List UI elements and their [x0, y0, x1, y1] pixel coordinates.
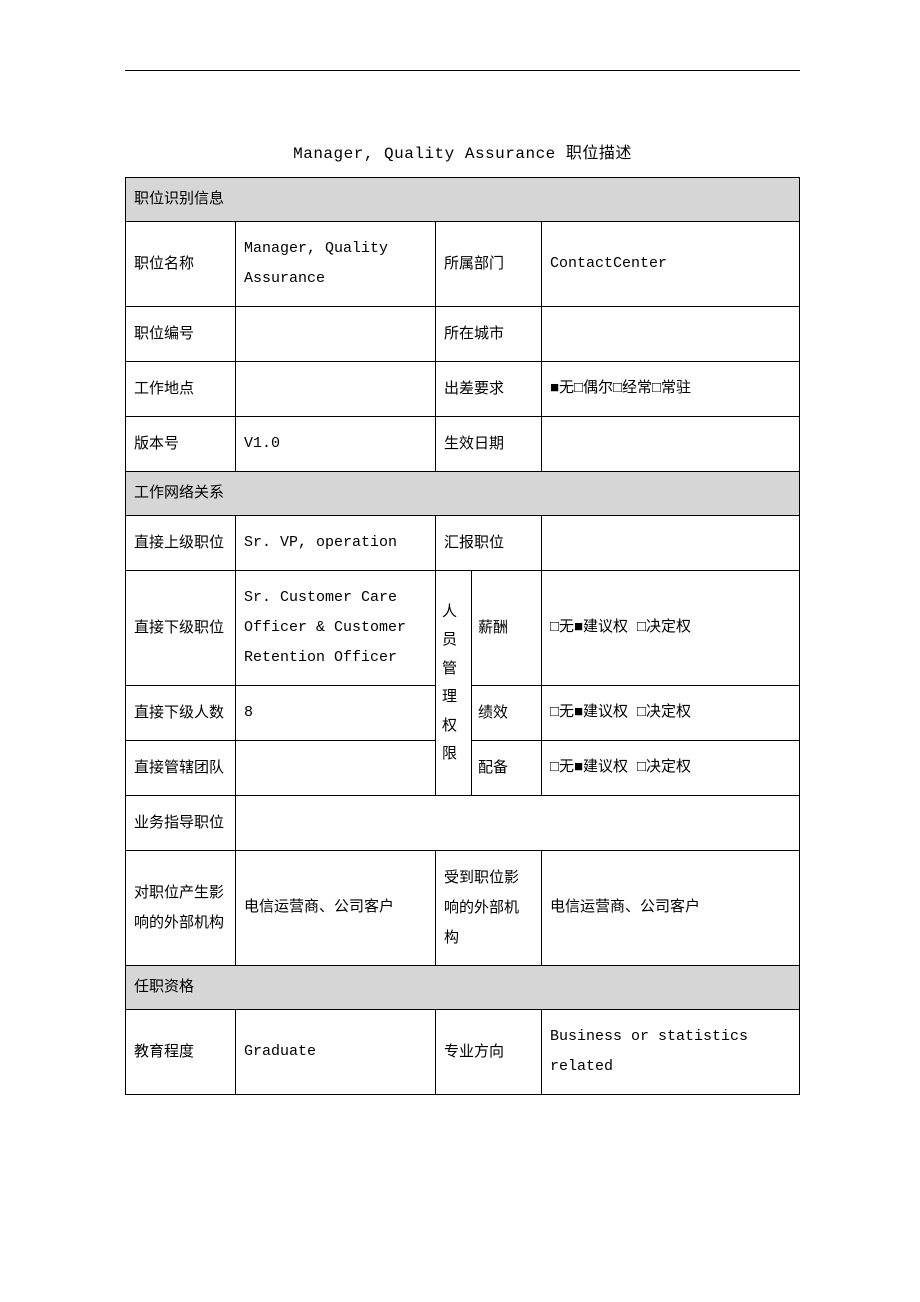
value-biz-guidance [236, 796, 800, 851]
value-effective [542, 417, 800, 472]
value-position-name: Manager, Quality Assurance [236, 222, 436, 307]
label-subordinate: 直接下级职位 [126, 571, 236, 686]
value-team [236, 741, 436, 796]
label-version: 版本号 [126, 417, 236, 472]
page-title: Manager, Quality Assurance 职位描述 [125, 139, 800, 163]
label-education: 教育程度 [126, 1010, 236, 1095]
label-perf: 绩效 [472, 686, 542, 741]
table-row: 职位编号 所在城市 [126, 307, 800, 362]
label-major: 专业方向 [436, 1010, 542, 1095]
label-ext-affect: 对职位产生影响的外部机构 [126, 851, 236, 966]
label-headcount: 直接下级人数 [126, 686, 236, 741]
value-subordinate: Sr. Customer Care Officer & Customer Ret… [236, 571, 436, 686]
section-header-ident: 职位识别信息 [126, 178, 800, 222]
label-city: 所在城市 [436, 307, 542, 362]
value-version: V1.0 [236, 417, 436, 472]
section-header-network: 工作网络关系 [126, 472, 800, 516]
label-mgmt-authority: 人员管理权限 [436, 571, 472, 796]
value-equip: □无■建议权 □决定权 [542, 741, 800, 796]
section-header-qualification: 任职资格 [126, 966, 800, 1010]
value-ext-affect: 电信运营商、公司客户 [236, 851, 436, 966]
label-biz-guidance: 业务指导职位 [126, 796, 236, 851]
table-row: 工作地点 出差要求 ■无□偶尔□经常□常驻 [126, 362, 800, 417]
value-perf: □无■建议权 □决定权 [542, 686, 800, 741]
value-report-to [542, 516, 800, 571]
label-equip: 配备 [472, 741, 542, 796]
value-major: Business or statistics related [542, 1010, 800, 1095]
table-row: 职位识别信息 [126, 178, 800, 222]
value-salary: □无■建议权 □决定权 [542, 571, 800, 686]
table-row: 教育程度 Graduate 专业方向 Business or statistic… [126, 1010, 800, 1095]
value-department: ContactCenter [542, 222, 800, 307]
label-position-name: 职位名称 [126, 222, 236, 307]
table-row: 直接上级职位 Sr. VP, operation 汇报职位 [126, 516, 800, 571]
job-description-table: 职位识别信息 职位名称 Manager, Quality Assurance 所… [125, 177, 800, 1095]
value-ext-affected: 电信运营商、公司客户 [542, 851, 800, 966]
value-education: Graduate [236, 1010, 436, 1095]
label-ext-affected: 受到职位影响的外部机构 [436, 851, 542, 966]
value-city [542, 307, 800, 362]
table-row: 工作网络关系 [126, 472, 800, 516]
table-row: 对职位产生影响的外部机构 电信运营商、公司客户 受到职位影响的外部机构 电信运营… [126, 851, 800, 966]
value-supervisor: Sr. VP, operation [236, 516, 436, 571]
label-team: 直接管辖团队 [126, 741, 236, 796]
label-travel: 出差要求 [436, 362, 542, 417]
value-travel: ■无□偶尔□经常□常驻 [542, 362, 800, 417]
label-report-to: 汇报职位 [436, 516, 542, 571]
value-work-location [236, 362, 436, 417]
value-headcount: 8 [236, 686, 436, 741]
label-work-location: 工作地点 [126, 362, 236, 417]
table-row: 版本号 V1.0 生效日期 [126, 417, 800, 472]
label-effective: 生效日期 [436, 417, 542, 472]
table-row: 直接下级职位 Sr. Customer Care Officer & Custo… [126, 571, 800, 686]
label-supervisor: 直接上级职位 [126, 516, 236, 571]
table-row: 任职资格 [126, 966, 800, 1010]
label-position-no: 职位编号 [126, 307, 236, 362]
table-row: 业务指导职位 [126, 796, 800, 851]
label-department: 所属部门 [436, 222, 542, 307]
top-horizontal-rule [125, 70, 800, 71]
value-position-no [236, 307, 436, 362]
label-salary: 薪酬 [472, 571, 542, 686]
table-row: 职位名称 Manager, Quality Assurance 所属部门 Con… [126, 222, 800, 307]
